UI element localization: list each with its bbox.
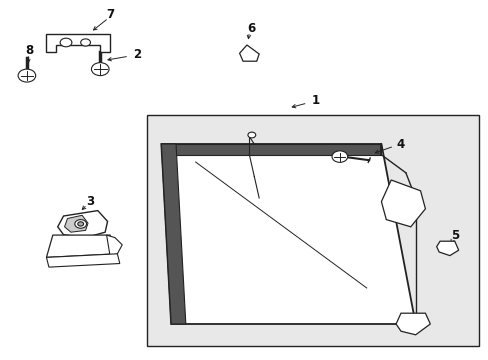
Polygon shape	[64, 215, 88, 232]
Circle shape	[18, 69, 36, 82]
Polygon shape	[161, 144, 415, 324]
Polygon shape	[395, 313, 429, 335]
Circle shape	[247, 132, 255, 138]
Circle shape	[331, 151, 347, 162]
Text: 1: 1	[311, 94, 319, 107]
Bar	[146, 115, 478, 346]
Text: 8: 8	[25, 44, 33, 57]
Circle shape	[78, 222, 83, 226]
Text: 7: 7	[106, 8, 114, 21]
Circle shape	[81, 39, 90, 46]
Text: 4: 4	[396, 138, 404, 150]
Polygon shape	[46, 34, 110, 52]
Polygon shape	[239, 45, 259, 61]
Circle shape	[75, 220, 86, 228]
Circle shape	[60, 38, 72, 47]
Polygon shape	[436, 241, 458, 256]
Polygon shape	[58, 211, 107, 238]
Polygon shape	[46, 254, 120, 267]
Polygon shape	[161, 144, 185, 324]
Polygon shape	[381, 180, 425, 227]
Circle shape	[91, 63, 109, 76]
Text: 3: 3	[86, 195, 94, 208]
Text: 2: 2	[133, 48, 141, 60]
Polygon shape	[161, 144, 381, 155]
Text: 6: 6	[247, 22, 255, 35]
Text: 5: 5	[450, 229, 458, 242]
Polygon shape	[46, 235, 117, 257]
Polygon shape	[106, 235, 122, 256]
